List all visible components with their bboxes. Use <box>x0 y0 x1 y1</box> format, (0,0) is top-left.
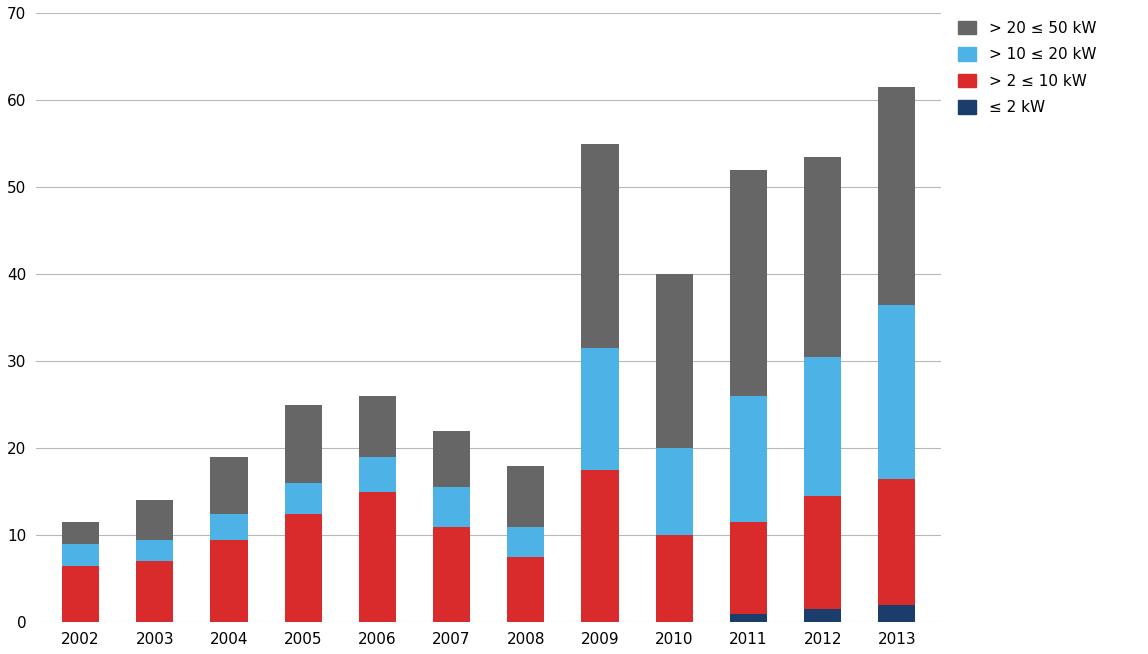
Bar <box>137 540 173 561</box>
Bar <box>210 540 248 623</box>
Bar <box>359 492 396 623</box>
Bar <box>62 544 99 566</box>
Bar <box>433 526 471 623</box>
Bar <box>730 523 767 613</box>
Legend: > 20 ≤ 50 kW, > 10 ≤ 20 kW, > 2 ≤ 10 kW, ≤ 2 kW: > 20 ≤ 50 kW, > 10 ≤ 20 kW, > 2 ≤ 10 kW,… <box>959 20 1096 115</box>
Bar <box>210 457 248 513</box>
Bar <box>730 169 767 396</box>
Bar <box>285 513 321 623</box>
Bar <box>656 448 692 535</box>
Bar <box>656 535 692 623</box>
Bar <box>656 274 692 448</box>
Bar <box>62 523 99 544</box>
Bar <box>359 396 396 457</box>
Bar <box>581 348 619 470</box>
Bar <box>730 613 767 623</box>
Bar <box>507 557 544 623</box>
Bar <box>359 457 396 492</box>
Bar <box>878 305 915 479</box>
Bar <box>210 513 248 540</box>
Bar <box>804 156 841 357</box>
Bar <box>433 487 471 526</box>
Bar <box>804 357 841 496</box>
Bar <box>285 405 321 483</box>
Bar <box>137 561 173 623</box>
Bar <box>730 396 767 523</box>
Bar <box>137 500 173 540</box>
Bar <box>878 605 915 623</box>
Bar <box>62 566 99 623</box>
Bar <box>804 610 841 623</box>
Bar <box>433 431 471 487</box>
Bar <box>878 479 915 605</box>
Bar <box>804 496 841 610</box>
Bar <box>507 526 544 557</box>
Bar <box>285 483 321 513</box>
Bar <box>507 466 544 526</box>
Bar <box>581 143 619 348</box>
Bar <box>878 87 915 305</box>
Bar <box>581 470 619 623</box>
